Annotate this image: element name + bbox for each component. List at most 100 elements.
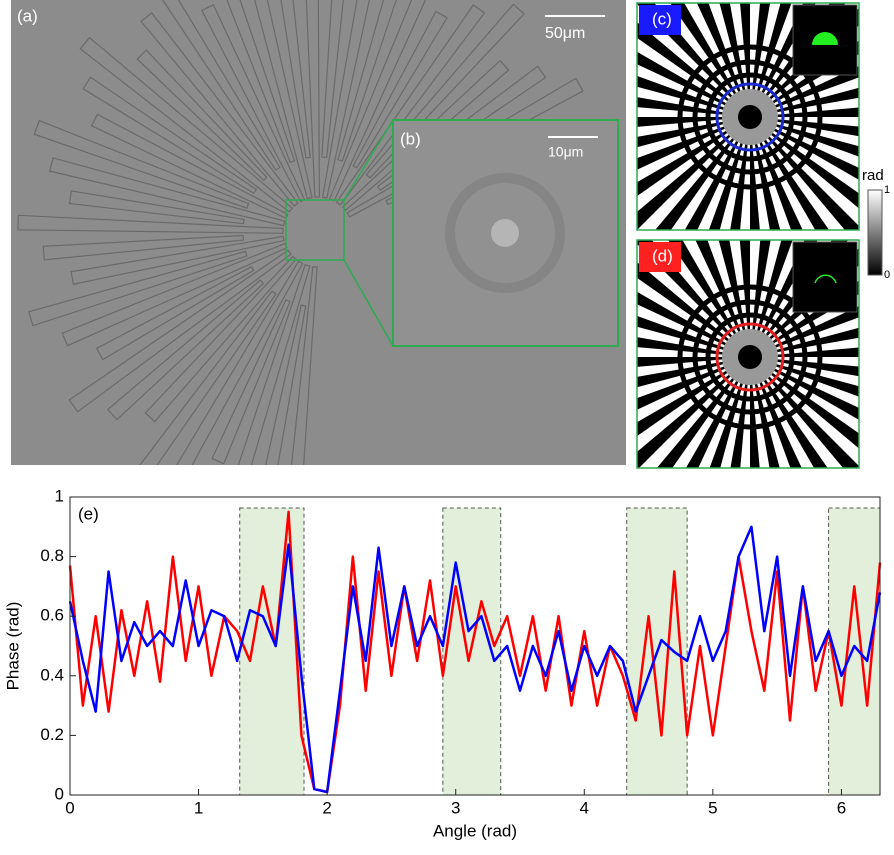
x-tick-label: 2	[322, 798, 331, 817]
colorbar	[867, 189, 883, 276]
spoke	[305, 0, 321, 198]
wedge	[729, 240, 750, 357]
wedge	[750, 3, 760, 117]
panel-label: (b)	[400, 129, 421, 148]
wedge	[708, 3, 750, 117]
wedge	[637, 117, 750, 159]
ring	[705, 72, 795, 162]
spoke	[280, 0, 311, 159]
spoke	[48, 157, 286, 227]
x-tick-label: 4	[580, 798, 589, 817]
panel-label: (e)	[78, 504, 99, 523]
wedge	[637, 326, 750, 357]
zoom-line	[343, 119, 394, 201]
ring-blue	[715, 82, 785, 152]
x-tick-label: 3	[451, 798, 460, 817]
spoke	[79, 36, 294, 213]
spoke	[27, 250, 248, 327]
x-tick-label: 6	[837, 798, 846, 817]
spoke	[161, 0, 281, 171]
shaded-range	[239, 507, 305, 796]
spoke	[90, 113, 289, 220]
spoke	[265, 304, 307, 465]
wedge	[750, 357, 859, 408]
spoke	[17, 214, 284, 234]
wedge	[750, 117, 859, 227]
y-tick-label: 0.6	[40, 606, 64, 625]
wedge	[637, 357, 750, 377]
wedge	[719, 117, 750, 230]
ring	[705, 312, 795, 402]
wedge	[720, 357, 750, 468]
spoke	[290, 266, 318, 465]
ring	[677, 44, 823, 190]
chart-e: 0 1 2 3 4 5 6 0 0.2 0.4 0.6 0.8 1 Angle (rad) Phase (r…	[3, 486, 882, 840]
x-axis-label: Angle (rad)	[433, 821, 517, 840]
spoke	[68, 249, 292, 413]
spoke	[237, 263, 311, 465]
panel-label: (a)	[17, 6, 38, 25]
mask-inset	[792, 241, 858, 313]
spoke	[95, 265, 255, 361]
y-tick-label: 1	[55, 486, 64, 505]
wedge	[637, 304, 750, 357]
spoke	[42, 234, 245, 261]
wedge	[637, 357, 750, 452]
inset-spot	[491, 219, 519, 247]
wedge	[698, 357, 750, 468]
wedge	[750, 3, 804, 117]
x-tick-label: 5	[708, 798, 717, 817]
wedge	[750, 3, 781, 117]
ring	[692, 299, 808, 415]
ring	[677, 284, 823, 430]
y-tick-label: 0.8	[40, 546, 64, 565]
wedge	[707, 240, 750, 357]
scale-label: 50μm	[545, 25, 585, 42]
series-line	[68, 525, 882, 794]
wedge	[750, 240, 805, 357]
spoke	[321, 0, 370, 199]
spoke	[226, 0, 296, 164]
label-box	[639, 5, 681, 35]
panel-border	[636, 239, 860, 469]
panel-label: (c)	[652, 9, 672, 28]
mask-arc	[814, 274, 837, 284]
spoke	[33, 119, 250, 209]
wedge	[740, 117, 750, 230]
spoke	[136, 49, 268, 182]
wedge	[750, 117, 845, 230]
zoom-box	[285, 199, 345, 261]
colorbar-label: rad	[862, 167, 884, 184]
ring-red	[715, 322, 785, 392]
wedge	[637, 347, 750, 357]
phase-map-d	[637, 240, 859, 468]
ring	[692, 59, 808, 175]
x-tick-label: 1	[194, 798, 203, 817]
spoke	[70, 235, 285, 285]
wedge	[750, 357, 859, 387]
plot-frame	[69, 496, 881, 796]
spoke	[140, 11, 299, 207]
wedge	[750, 357, 791, 468]
wedge	[750, 357, 815, 468]
wedge	[750, 357, 859, 467]
inset-ring	[445, 173, 565, 293]
colorbar-tick: 1	[884, 184, 890, 196]
wedge	[682, 240, 750, 357]
spoke	[335, 4, 486, 206]
panel-border	[636, 2, 860, 231]
scale-label: 10μm	[548, 144, 583, 160]
x-tick-label: 0	[65, 798, 74, 817]
spoke	[106, 279, 265, 421]
label-box	[639, 242, 681, 272]
spoke	[254, 0, 313, 200]
wedge	[750, 117, 859, 168]
spoke	[211, 299, 291, 465]
wedge	[729, 3, 750, 117]
spoke	[144, 255, 297, 423]
zoom-line	[343, 259, 394, 347]
wedge	[750, 294, 859, 357]
wedge	[637, 117, 750, 183]
y-axis-label: Phase (rad)	[3, 602, 22, 691]
